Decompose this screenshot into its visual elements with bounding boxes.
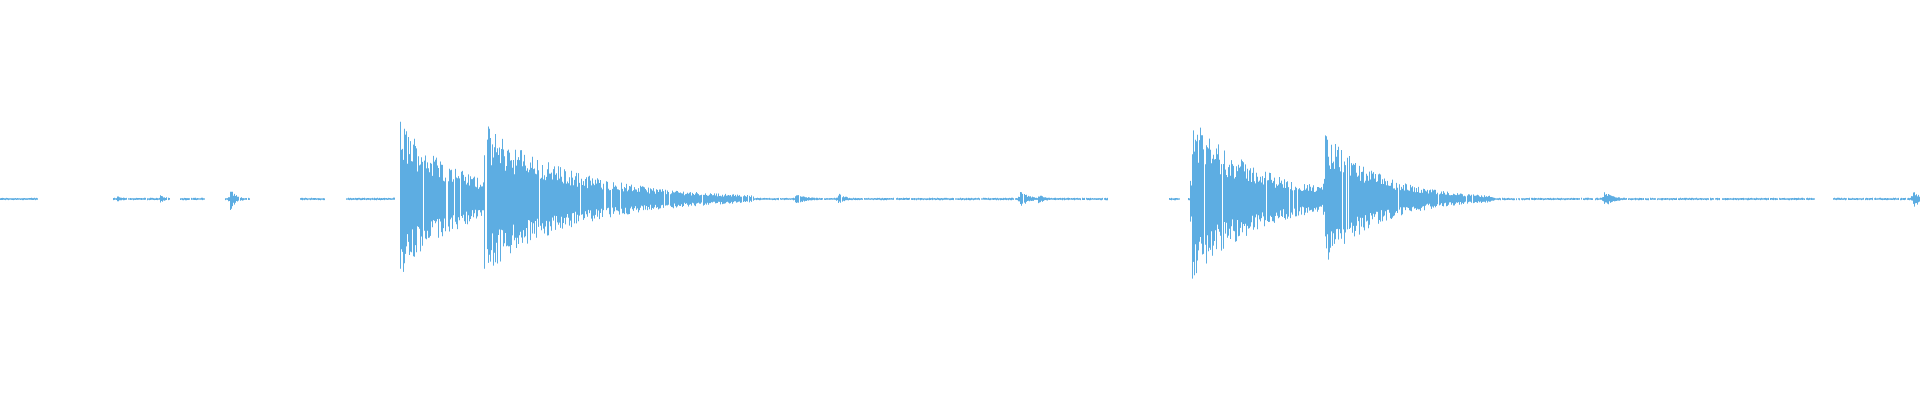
audio-waveform[interactable]	[0, 0, 1920, 400]
waveform-view[interactable]	[0, 0, 1920, 400]
